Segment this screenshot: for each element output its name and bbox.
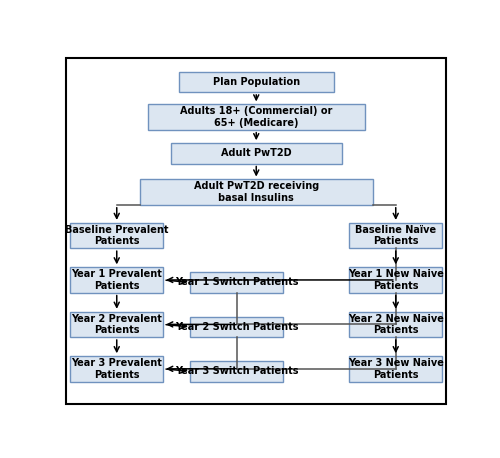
Text: Year 1 New Naive
Patients: Year 1 New Naive Patients	[348, 269, 444, 291]
FancyBboxPatch shape	[70, 312, 163, 337]
Text: Year 2 Switch Patients: Year 2 Switch Patients	[175, 322, 298, 332]
Text: Year 2 Prevalent
Patients: Year 2 Prevalent Patients	[72, 314, 162, 335]
Text: Year 3 Switch Patients: Year 3 Switch Patients	[175, 366, 298, 376]
FancyBboxPatch shape	[349, 312, 442, 337]
FancyBboxPatch shape	[70, 267, 163, 293]
Text: Plan Population: Plan Population	[212, 77, 300, 87]
Text: Year 3 New Naive
Patients: Year 3 New Naive Patients	[348, 358, 444, 380]
Text: Baseline Naïve
Patients: Baseline Naïve Patients	[355, 225, 436, 246]
FancyBboxPatch shape	[349, 356, 442, 382]
FancyBboxPatch shape	[349, 267, 442, 293]
FancyBboxPatch shape	[140, 180, 372, 205]
FancyBboxPatch shape	[190, 316, 284, 337]
Text: Adult PwT2D receiving
basal Insulins: Adult PwT2D receiving basal Insulins	[194, 181, 319, 203]
FancyBboxPatch shape	[148, 104, 365, 130]
FancyBboxPatch shape	[171, 143, 342, 164]
Text: Adults 18+ (Commercial) or
65+ (Medicare): Adults 18+ (Commercial) or 65+ (Medicare…	[180, 106, 332, 128]
Text: Year 3 Prevalent
Patients: Year 3 Prevalent Patients	[72, 358, 162, 380]
Text: Year 1 Switch Patients: Year 1 Switch Patients	[175, 278, 298, 288]
Text: Year 2 New Naive
Patients: Year 2 New Naive Patients	[348, 314, 444, 335]
FancyBboxPatch shape	[179, 71, 334, 92]
Text: Year 1 Prevalent
Patients: Year 1 Prevalent Patients	[72, 269, 162, 291]
FancyBboxPatch shape	[190, 272, 284, 293]
FancyBboxPatch shape	[70, 356, 163, 382]
FancyBboxPatch shape	[190, 361, 284, 382]
Text: Adult PwT2D: Adult PwT2D	[221, 148, 292, 158]
FancyBboxPatch shape	[349, 223, 442, 248]
FancyBboxPatch shape	[70, 223, 163, 248]
Text: Baseline Prevalent
Patients: Baseline Prevalent Patients	[65, 225, 168, 246]
